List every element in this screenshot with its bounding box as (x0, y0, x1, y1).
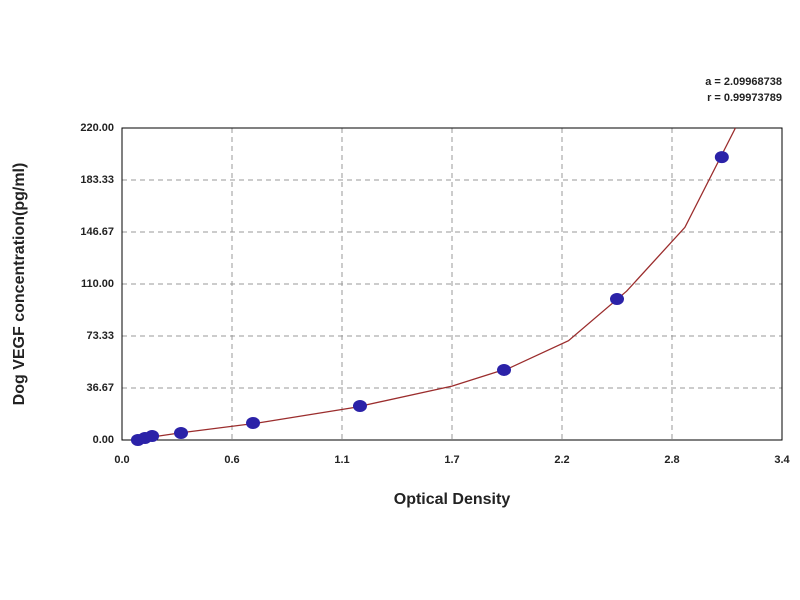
x-tick-label: 1.1 (334, 454, 349, 466)
annotation: r = 0.99973789 (707, 92, 782, 104)
x-tick-label: 0.6 (224, 454, 239, 466)
y-tick-label: 73.33 (86, 330, 114, 342)
data-point (497, 363, 512, 376)
x-tick-label: 2.8 (664, 454, 679, 466)
x-tick-label: 1.7 (444, 454, 459, 466)
plot-border (121, 127, 783, 441)
data-point (145, 430, 160, 443)
data-point (352, 399, 367, 412)
data-point (174, 427, 189, 440)
y-tick-label: 220.00 (80, 122, 114, 134)
fit-curve (131, 127, 736, 441)
x-tick-label: 3.4 (774, 454, 790, 466)
x-axis-label: Optical Density (394, 491, 511, 508)
data-point (610, 293, 624, 306)
y-tick-label: 0.00 (93, 434, 114, 446)
data-point (246, 416, 261, 429)
y-axis-label: Dog VEGF concentration(pg/ml) (11, 163, 28, 406)
x-tick-label: 0.0 (114, 454, 129, 466)
annotation: a = 2.09968738 (705, 76, 782, 88)
y-tick-label: 183.33 (80, 174, 114, 186)
y-tick-label: 146.67 (80, 226, 114, 238)
y-tick-label: 36.67 (86, 382, 114, 394)
x-tick-label: 2.2 (554, 454, 569, 466)
y-tick-label: 110.00 (81, 278, 114, 290)
data-point (714, 151, 729, 164)
